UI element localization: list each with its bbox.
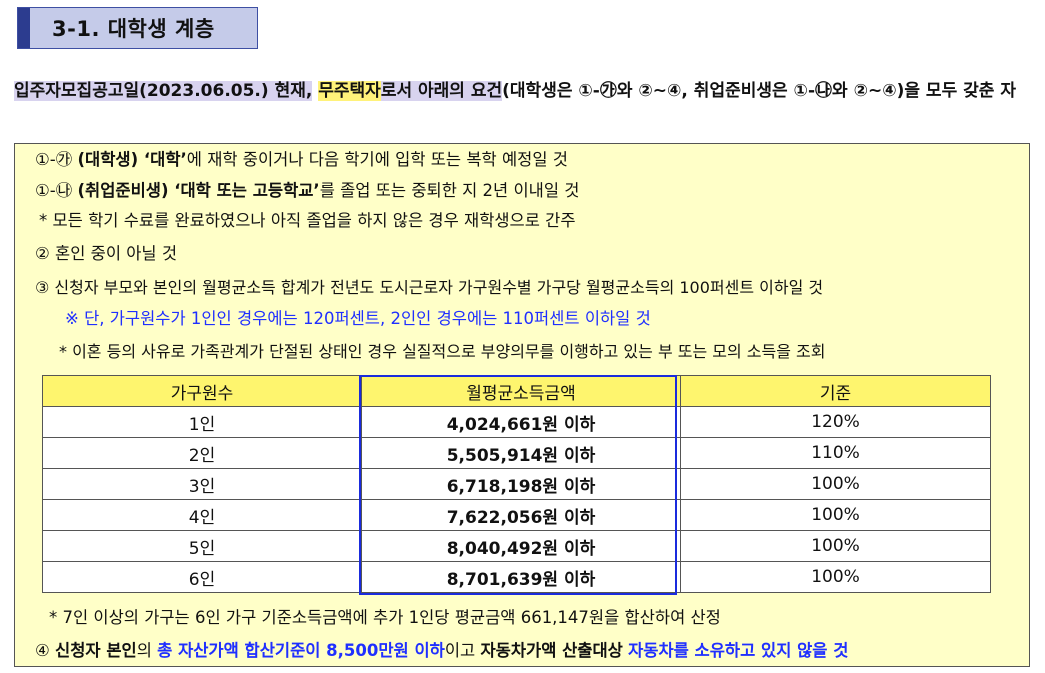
criterion-1b: ①-㉯ (취업준비생) ‘대학 또는 고등학교’를 졸업 또는 중퇴한 지 2년…: [35, 180, 579, 202]
criteria-box: ①-㉮ (대학생) ‘대학’에 재학 중이거나 다음 학기에 입학 또는 복학 …: [14, 143, 1030, 667]
table-row: 5인 8,040,492원 이하 100%: [42, 530, 991, 562]
criterion-1a-text: 에 재학 중이거나 다음 학기에 입학 또는 복학 예정일 것: [186, 150, 568, 169]
criterion-3-blue-note: ※ 단, 가구원수가 1인인 경우에는 120퍼센트, 2인인 경우에는 110…: [65, 309, 651, 328]
table-row: 6인 8,701,639원 이하 100%: [42, 561, 991, 593]
header-household-size: 가구원수: [42, 375, 362, 407]
table-row: 2인 5,505,914원 이하 110%: [42, 437, 991, 469]
criterion-1b-text: 를 졸업 또는 중퇴한 지 2년 이내일 것: [319, 181, 580, 200]
table-row: 1인 4,024,661원 이하 120%: [42, 406, 991, 438]
table-footnote: * 7인 이상의 가구는 6인 가구 기준소득금액에 추가 1인당 평균금액 6…: [49, 608, 721, 627]
income-amount-cell: 8,040,492원 이하: [361, 530, 681, 562]
criterion-1-note: * 모든 학기 수료를 완료하였으나 아직 졸업을 하지 않은 경우 재학생으로…: [39, 211, 576, 230]
intro-homeless-term: 무주택자: [318, 81, 381, 101]
criterion-4-asset-limit: 총 자산가액 합산기준이 8,500만원 이하: [157, 641, 445, 660]
table-header-row: 가구원수 월평균소득금액 기준: [42, 375, 991, 407]
criterion-4-text2: 이고: [444, 641, 476, 660]
criterion-percent-cell: 100%: [680, 561, 991, 593]
criterion-1b-number: ①-㉯: [35, 181, 73, 200]
household-size-cell: 3인: [42, 468, 362, 500]
criterion-percent-cell: 100%: [680, 530, 991, 562]
criterion-percent-cell: 110%: [680, 437, 991, 469]
header-criterion: 기준: [680, 375, 991, 407]
income-amount-cell: 4,024,661원 이하: [361, 406, 681, 438]
criterion-1a-number: ①-㉮: [35, 150, 73, 169]
table-row: 4인 7,622,056원 이하 100%: [42, 499, 991, 531]
criterion-4-vehicle-target: 자동차가액 산출대상: [480, 641, 623, 660]
income-amount-cell: 7,622,056원 이하: [361, 499, 681, 531]
criterion-3-note: * 이혼 등의 사유로 가족관계가 단절된 상태인 경우 실질적으로 부양의무를…: [59, 342, 826, 361]
household-size-cell: 2인: [42, 437, 362, 469]
criterion-4-text1: 의: [136, 641, 152, 660]
eligibility-intro: 입주자모집공고일(2023.06.05.) 현재, 무주택자로서 아래의 요건(…: [14, 77, 1036, 106]
criterion-1a-bold: (대학생) ‘대학’: [77, 150, 187, 169]
criterion-1a: ①-㉮ (대학생) ‘대학’에 재학 중이거나 다음 학기에 입학 또는 복학 …: [35, 149, 568, 171]
table-row: 3인 6,718,198원 이하 100%: [42, 468, 991, 500]
income-amount-cell: 8,701,639원 이하: [361, 561, 681, 593]
criterion-4-no-vehicle: 자동차를 소유하고 있지 않을 것: [628, 641, 849, 660]
criterion-3: ③ 신청자 부모와 본인의 월평균소득 합계가 전년도 도시근로자 가구원수별 …: [35, 278, 824, 297]
intro-requirement-phrase: 로서 아래의 요건: [380, 81, 503, 101]
criterion-percent-cell: 120%: [680, 406, 991, 438]
income-table: 가구원수 월평균소득금액 기준 1인 4,024,661원 이하 120% 2인…: [42, 375, 991, 593]
household-size-cell: 6인: [42, 561, 362, 593]
header-monthly-income: 월평균소득금액: [361, 375, 681, 407]
criterion-1b-bold: (취업준비생) ‘대학 또는 고등학교’: [77, 181, 320, 200]
household-size-cell: 4인: [42, 499, 362, 531]
criterion-2: ② 혼인 중이 아닐 것: [35, 244, 178, 263]
criterion-percent-cell: 100%: [680, 499, 991, 531]
household-size-cell: 5인: [42, 530, 362, 562]
title-accent-bar: [18, 8, 30, 48]
criterion-4: ④ 신청자 본인의 총 자산가액 합산기준이 8,500만원 이하이고 자동차가…: [35, 640, 848, 662]
intro-condition-text: (대학생은 ①-㉮와 ②~④, 취업준비생은 ①-㉯와 ②~④)을 모두 갖춘 …: [502, 81, 1016, 101]
section-title-box: 3-1. 대학생 계층: [17, 7, 258, 49]
income-amount-cell: 5,505,914원 이하: [361, 437, 681, 469]
household-size-cell: 1인: [42, 406, 362, 438]
intro-date-phrase: 입주자모집공고일(2023.06.05.) 현재,: [14, 81, 313, 101]
income-amount-cell: 6,718,198원 이하: [361, 468, 681, 500]
criterion-percent-cell: 100%: [680, 468, 991, 500]
criterion-4-number: ④: [35, 641, 50, 660]
section-title: 3-1. 대학생 계층: [52, 17, 215, 41]
criterion-4-applicant: 신청자 본인: [55, 641, 137, 660]
